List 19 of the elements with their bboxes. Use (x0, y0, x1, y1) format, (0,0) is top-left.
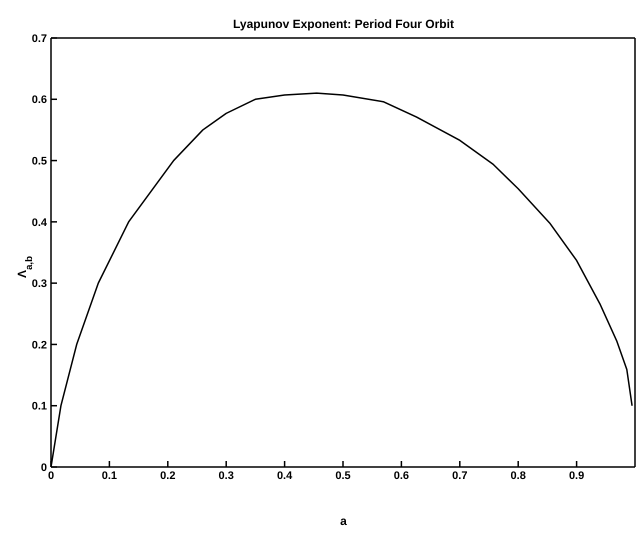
x-tick-label: 0.2 (160, 470, 176, 482)
x-tick-label: 0.3 (218, 470, 234, 482)
x-tick-label: 0.9 (568, 470, 584, 482)
y-tick-label: 0.2 (32, 339, 47, 352)
y-tick-label: 0.7 (32, 32, 47, 45)
x-tick-label: 0.1 (102, 470, 118, 482)
chart-title: Lyapunov Exponent: Period Four Orbit (233, 17, 454, 31)
x-tick-label: 0.7 (452, 470, 468, 482)
y-tick-label: 0.1 (32, 400, 47, 413)
x-tick-label: 0.8 (510, 470, 526, 482)
y-tick-label: 0.5 (32, 155, 47, 168)
x-tick-label: 0.6 (394, 470, 410, 482)
y-tick-label: 0.3 (32, 278, 47, 290)
y-tick-label: 0.6 (32, 94, 47, 106)
y-tick-label: 0 (40, 462, 47, 474)
x-tick-label: 0.4 (276, 470, 294, 482)
y-tick-label: 0.4 (32, 216, 48, 229)
x-axis-title: a (340, 514, 348, 528)
x-tick-label: 0.5 (335, 470, 351, 482)
